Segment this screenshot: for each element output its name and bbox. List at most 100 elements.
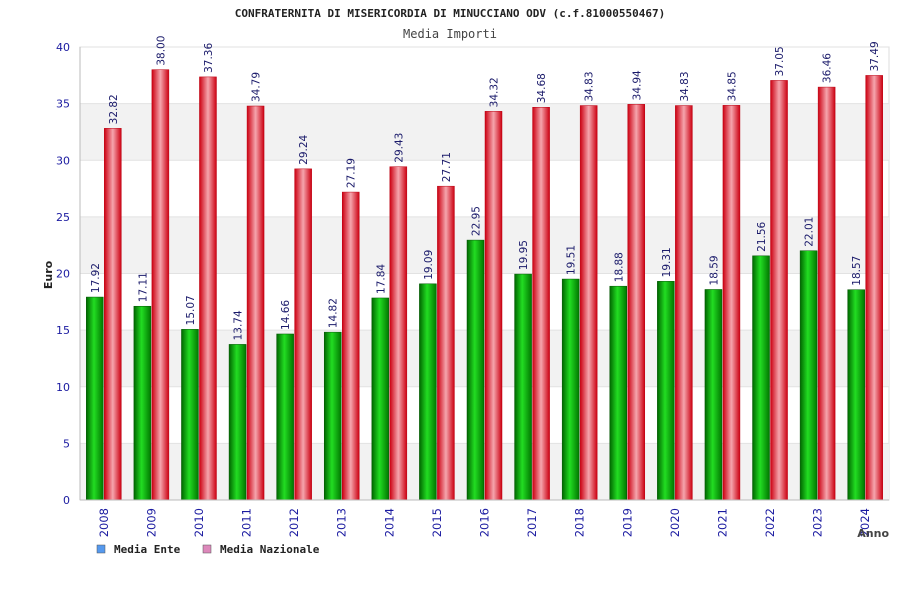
data-label: 17.92 [90, 263, 102, 293]
x-tick-label: 2016 [478, 508, 492, 537]
bar-nazionale [865, 75, 883, 501]
bar-ente [514, 273, 532, 501]
data-label: 19.31 [661, 247, 673, 277]
legend: Media Ente Media Nazionale [96, 543, 320, 556]
data-label: 17.11 [137, 272, 149, 302]
bar-ente [466, 239, 485, 501]
data-label: 17.84 [375, 264, 387, 294]
x-tick-label: 2015 [430, 508, 444, 537]
data-label: 34.83 [679, 71, 691, 101]
bar-ente [276, 333, 294, 501]
x-tick-label: 2023 [811, 508, 825, 537]
bar-ente [799, 250, 818, 501]
bar-nazionale [341, 191, 360, 501]
legend-swatch [202, 544, 212, 554]
y-tick-label: 15 [56, 324, 70, 337]
bar-nazionale [532, 106, 550, 501]
legend-entry: Media Nazionale [220, 543, 320, 556]
data-label: 18.57 [851, 256, 863, 286]
x-axis: 2008 2009 2010 2011 2012 2013 2014 2015 2016 2017… [80, 499, 889, 537]
y-axis: 0 5 10 15 20 25 30 35 40 [56, 41, 81, 507]
data-label: 36.46 [822, 53, 834, 83]
data-label: 34.83 [584, 71, 596, 101]
bar-ente [847, 289, 865, 501]
y-tick-label: 5 [63, 437, 70, 450]
data-label: 27.71 [441, 152, 453, 182]
data-label: 14.82 [328, 298, 340, 328]
x-tick-label: 2012 [287, 508, 301, 537]
data-label: 34.85 [726, 71, 738, 101]
bar-nazionale [389, 166, 408, 501]
data-label: 13.74 [233, 310, 245, 340]
y-tick-label: 0 [63, 494, 70, 507]
data-label: 34.68 [536, 73, 548, 103]
bar-ente [561, 278, 580, 501]
bar-nazionale [675, 105, 693, 501]
data-label: 34.32 [489, 77, 501, 107]
bar-nazionale [104, 128, 122, 501]
bar-ente [228, 344, 247, 501]
x-tick-label: 2019 [620, 508, 634, 537]
data-label: 19.51 [566, 245, 578, 275]
data-label: 18.59 [708, 255, 720, 285]
y-tick-label: 35 [56, 98, 70, 111]
data-label: 32.82 [108, 94, 120, 124]
x-tick-label: 2018 [573, 508, 587, 537]
bar-nazionale [627, 104, 646, 501]
bars: 17.92 32.82 17.11 38.00 15.07 37.36 13.74 34.79… [86, 36, 883, 501]
data-label: 34.94 [631, 70, 643, 100]
bar-nazionale [246, 105, 265, 501]
chart-title: CONFRATERNITA DI MISERICORDIA DI MINUCCI… [235, 7, 665, 20]
data-label: 29.43 [393, 133, 405, 163]
legend-swatch [96, 544, 106, 554]
data-label: 37.49 [869, 41, 881, 71]
y-axis-label: Euro [42, 260, 55, 289]
data-label: 38.00 [155, 36, 167, 66]
bar-nazionale [770, 80, 788, 501]
y-tick-label: 25 [56, 211, 70, 224]
bar-ente [657, 281, 675, 501]
x-tick-label: 2022 [763, 508, 777, 537]
data-label: 37.05 [774, 46, 786, 76]
data-label: 19.95 [518, 240, 530, 270]
y-tick-label: 20 [56, 268, 70, 281]
bar-nazionale [294, 168, 312, 501]
data-label: 37.36 [203, 43, 215, 73]
bar-nazionale [151, 69, 170, 501]
bar-ente [704, 289, 723, 501]
bar-nazionale [484, 111, 503, 501]
x-tick-label: 2008 [97, 508, 111, 537]
bar-ente [181, 329, 199, 501]
x-axis-label: Anno [857, 527, 889, 540]
y-tick-label: 40 [56, 41, 70, 54]
bar-nazionale [199, 76, 217, 501]
x-tick-label: 2011 [240, 508, 254, 537]
legend-entry: Media Ente [114, 543, 181, 556]
data-label: 21.56 [756, 221, 768, 251]
bar-ente [323, 331, 342, 501]
bar-ente [371, 297, 390, 501]
chart-subtitle: Media Importi [403, 27, 497, 41]
bar-nazionale [817, 86, 836, 501]
x-tick-label: 2014 [382, 508, 396, 537]
data-label: 18.88 [613, 252, 625, 282]
x-tick-label: 2013 [335, 508, 349, 537]
bar-ente [133, 305, 152, 501]
y-tick-label: 10 [56, 381, 70, 394]
x-tick-label: 2020 [668, 508, 682, 537]
bar-ente [419, 283, 437, 501]
data-label: 14.66 [280, 300, 292, 330]
data-label: 27.19 [346, 158, 358, 188]
bar-ente [752, 255, 770, 501]
bar-ente [609, 285, 628, 501]
bar-nazionale [722, 105, 741, 501]
data-label: 22.95 [471, 206, 483, 236]
data-label: 19.09 [423, 250, 435, 280]
data-label: 34.79 [251, 72, 263, 102]
bar-nazionale [437, 185, 455, 501]
x-tick-label: 2024 [858, 508, 872, 537]
data-label: 22.01 [804, 217, 816, 247]
x-tick-label: 2021 [715, 508, 729, 537]
data-label: 29.24 [298, 134, 310, 164]
